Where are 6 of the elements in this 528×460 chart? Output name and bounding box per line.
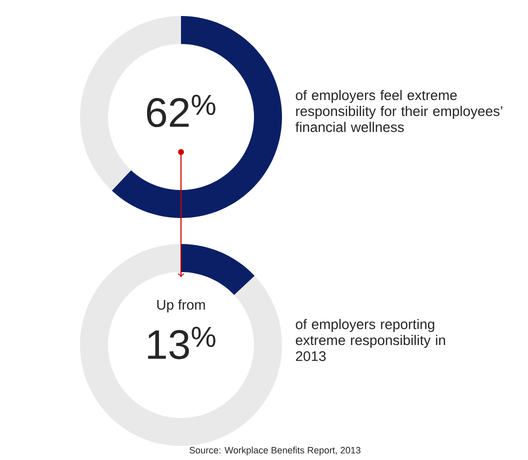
text: of employers feel extreme responsibility for their employees’ financial wellness <box>295 90 502 132</box>
text: 62$^{%}$ <box>147 94 216 128</box>
text: Up from <box>157 300 205 312</box>
source-note: Source: Workplace Benefits Report, 2013 <box>190 446 360 456</box>
text: 13$^{%}$ <box>148 326 216 360</box>
text: of employers reporting extreme responsibility in 2013 <box>296 318 446 362</box>
